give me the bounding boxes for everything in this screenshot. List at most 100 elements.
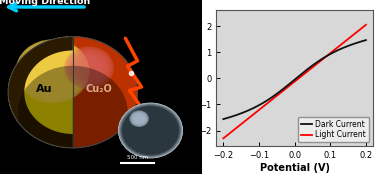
Circle shape xyxy=(120,104,181,157)
Circle shape xyxy=(122,106,179,155)
Wedge shape xyxy=(8,37,73,148)
Circle shape xyxy=(39,60,66,83)
Circle shape xyxy=(133,113,146,124)
Circle shape xyxy=(18,66,128,160)
Wedge shape xyxy=(8,37,73,148)
Circle shape xyxy=(34,55,71,88)
Circle shape xyxy=(30,52,75,91)
Circle shape xyxy=(129,110,149,127)
Circle shape xyxy=(122,106,178,155)
Wedge shape xyxy=(8,37,73,148)
Circle shape xyxy=(75,56,103,80)
Wedge shape xyxy=(8,37,73,148)
Circle shape xyxy=(130,111,148,126)
Circle shape xyxy=(119,103,182,158)
Wedge shape xyxy=(73,37,138,148)
Wedge shape xyxy=(8,37,73,148)
Circle shape xyxy=(122,106,179,155)
Circle shape xyxy=(42,62,64,81)
Circle shape xyxy=(20,43,85,99)
Circle shape xyxy=(123,107,178,154)
Y-axis label: Current (mA/cm²): Current (mA/cm²) xyxy=(187,37,196,120)
Circle shape xyxy=(18,42,87,101)
Wedge shape xyxy=(8,37,73,148)
Wedge shape xyxy=(73,37,138,148)
Circle shape xyxy=(121,105,180,156)
Circle shape xyxy=(121,105,180,156)
Wedge shape xyxy=(73,37,138,148)
Wedge shape xyxy=(73,37,138,148)
Circle shape xyxy=(68,50,110,86)
Circle shape xyxy=(119,104,182,157)
Circle shape xyxy=(26,48,79,94)
Wedge shape xyxy=(73,37,138,148)
Wedge shape xyxy=(8,37,73,148)
Circle shape xyxy=(119,104,181,157)
Wedge shape xyxy=(73,37,138,148)
Circle shape xyxy=(37,58,68,84)
Wedge shape xyxy=(73,37,138,148)
Circle shape xyxy=(121,106,180,155)
Wedge shape xyxy=(73,37,138,148)
Circle shape xyxy=(118,103,183,158)
Wedge shape xyxy=(73,37,138,148)
Wedge shape xyxy=(8,37,73,148)
Wedge shape xyxy=(73,37,138,148)
Wedge shape xyxy=(73,37,138,148)
Text: Moving Direction: Moving Direction xyxy=(0,0,90,6)
Circle shape xyxy=(16,40,89,103)
Wedge shape xyxy=(8,37,73,148)
Circle shape xyxy=(132,113,146,125)
Circle shape xyxy=(73,54,105,81)
Circle shape xyxy=(119,103,183,158)
Wedge shape xyxy=(8,37,73,148)
Wedge shape xyxy=(8,37,73,148)
Circle shape xyxy=(121,105,180,156)
Circle shape xyxy=(122,106,179,155)
Circle shape xyxy=(119,104,182,157)
Wedge shape xyxy=(8,37,73,148)
Wedge shape xyxy=(8,37,73,148)
Circle shape xyxy=(67,48,112,87)
Circle shape xyxy=(120,104,181,157)
Circle shape xyxy=(22,45,83,98)
Circle shape xyxy=(121,105,180,156)
Wedge shape xyxy=(73,37,138,148)
Circle shape xyxy=(131,112,147,126)
Wedge shape xyxy=(73,37,138,148)
Text: Visible light: Visible light xyxy=(97,7,186,20)
Wedge shape xyxy=(8,37,73,148)
Circle shape xyxy=(121,105,180,156)
Circle shape xyxy=(120,105,181,156)
Wedge shape xyxy=(8,37,73,148)
Wedge shape xyxy=(73,37,138,148)
Circle shape xyxy=(134,114,145,123)
Wedge shape xyxy=(73,37,138,148)
Legend: Dark Current, Light Current: Dark Current, Light Current xyxy=(298,117,369,142)
Circle shape xyxy=(122,106,179,155)
Circle shape xyxy=(36,57,70,86)
Wedge shape xyxy=(73,37,138,148)
X-axis label: Potential (V): Potential (V) xyxy=(260,163,330,173)
Wedge shape xyxy=(73,37,138,148)
Circle shape xyxy=(71,53,107,83)
Circle shape xyxy=(28,50,77,93)
Wedge shape xyxy=(8,37,73,148)
Circle shape xyxy=(118,103,183,158)
Circle shape xyxy=(70,51,108,84)
Circle shape xyxy=(135,115,143,122)
Text: Au: Au xyxy=(36,84,53,94)
Text: Cu₂O: Cu₂O xyxy=(86,84,113,94)
Circle shape xyxy=(65,47,113,89)
Circle shape xyxy=(119,104,182,157)
Circle shape xyxy=(77,57,101,78)
Text: 500 nm: 500 nm xyxy=(127,155,148,160)
Wedge shape xyxy=(73,37,138,148)
Wedge shape xyxy=(73,37,138,148)
Wedge shape xyxy=(8,37,73,148)
Circle shape xyxy=(135,115,144,123)
Wedge shape xyxy=(8,37,73,148)
Wedge shape xyxy=(73,37,138,148)
Circle shape xyxy=(118,103,183,158)
Wedge shape xyxy=(8,37,73,148)
